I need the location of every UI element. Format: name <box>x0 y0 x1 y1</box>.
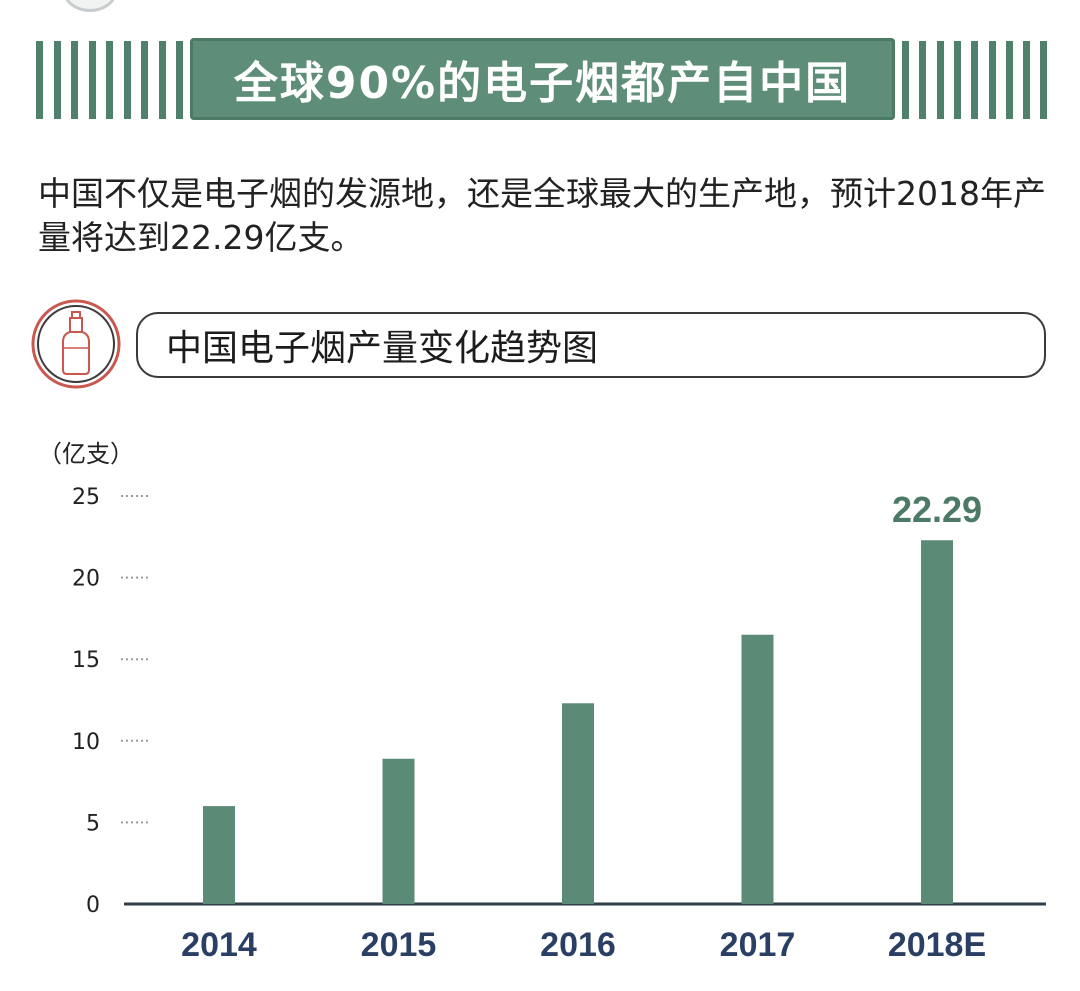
stripe <box>36 41 43 119</box>
x-tick-label: 2018E <box>888 926 986 964</box>
y-tick-label: 25 <box>72 485 100 510</box>
data-label: 22.29 <box>892 489 982 530</box>
bar <box>920 540 953 904</box>
x-tick-label: 2015 <box>361 926 437 964</box>
banner-stripes-left <box>36 41 184 119</box>
page-title-banner: 全球90%的电子烟都产自中国 <box>190 38 895 120</box>
y-tick-label: 0 <box>86 893 100 918</box>
stripe <box>953 41 961 119</box>
top-decoration <box>62 0 118 12</box>
stripe <box>936 41 944 119</box>
stripe <box>988 41 996 119</box>
stripe <box>88 41 96 119</box>
bottle-icon <box>30 298 122 390</box>
bar <box>203 806 235 904</box>
stripe <box>902 41 909 119</box>
stripe <box>1023 41 1031 119</box>
stripe <box>123 41 131 119</box>
x-tick-label: 2016 <box>540 926 616 964</box>
bar-chart: （亿支） 0 5 10 15 20 25 2014 2015 2016 2017 2018E 22.29 <box>38 440 1046 964</box>
chart-title-box: 中国电子烟产量变化趋势图 <box>136 312 1046 378</box>
stripe <box>158 41 166 119</box>
stripe <box>919 41 927 119</box>
bar <box>561 703 594 904</box>
stripe <box>53 41 61 119</box>
stripe <box>106 41 113 119</box>
stripe <box>176 41 183 119</box>
y-tick-label: 10 <box>72 730 100 755</box>
y-axis-label: （亿支） <box>38 440 134 468</box>
stripe <box>1040 41 1048 119</box>
banner-stripes-right <box>902 41 1048 119</box>
stripe <box>1005 41 1013 119</box>
stripe <box>141 41 148 119</box>
y-tick-label: 5 <box>86 811 100 836</box>
stripe <box>971 41 979 119</box>
intro-paragraph: 中国不仅是电子烟的发源地，还是全球最大的生产地，预计2018年产量将达到22.2… <box>38 174 1046 257</box>
page-title: 全球90%的电子烟都产自中国 <box>233 58 852 109</box>
stripe <box>71 41 78 119</box>
x-tick-label: 2014 <box>181 926 257 964</box>
bar <box>741 634 774 904</box>
y-tick-label: 20 <box>72 567 100 592</box>
bar <box>382 758 415 904</box>
chart-title: 中国电子烟产量变化趋势图 <box>166 328 599 369</box>
y-tick-label: 15 <box>72 648 100 673</box>
x-tick-label: 2017 <box>720 926 796 964</box>
